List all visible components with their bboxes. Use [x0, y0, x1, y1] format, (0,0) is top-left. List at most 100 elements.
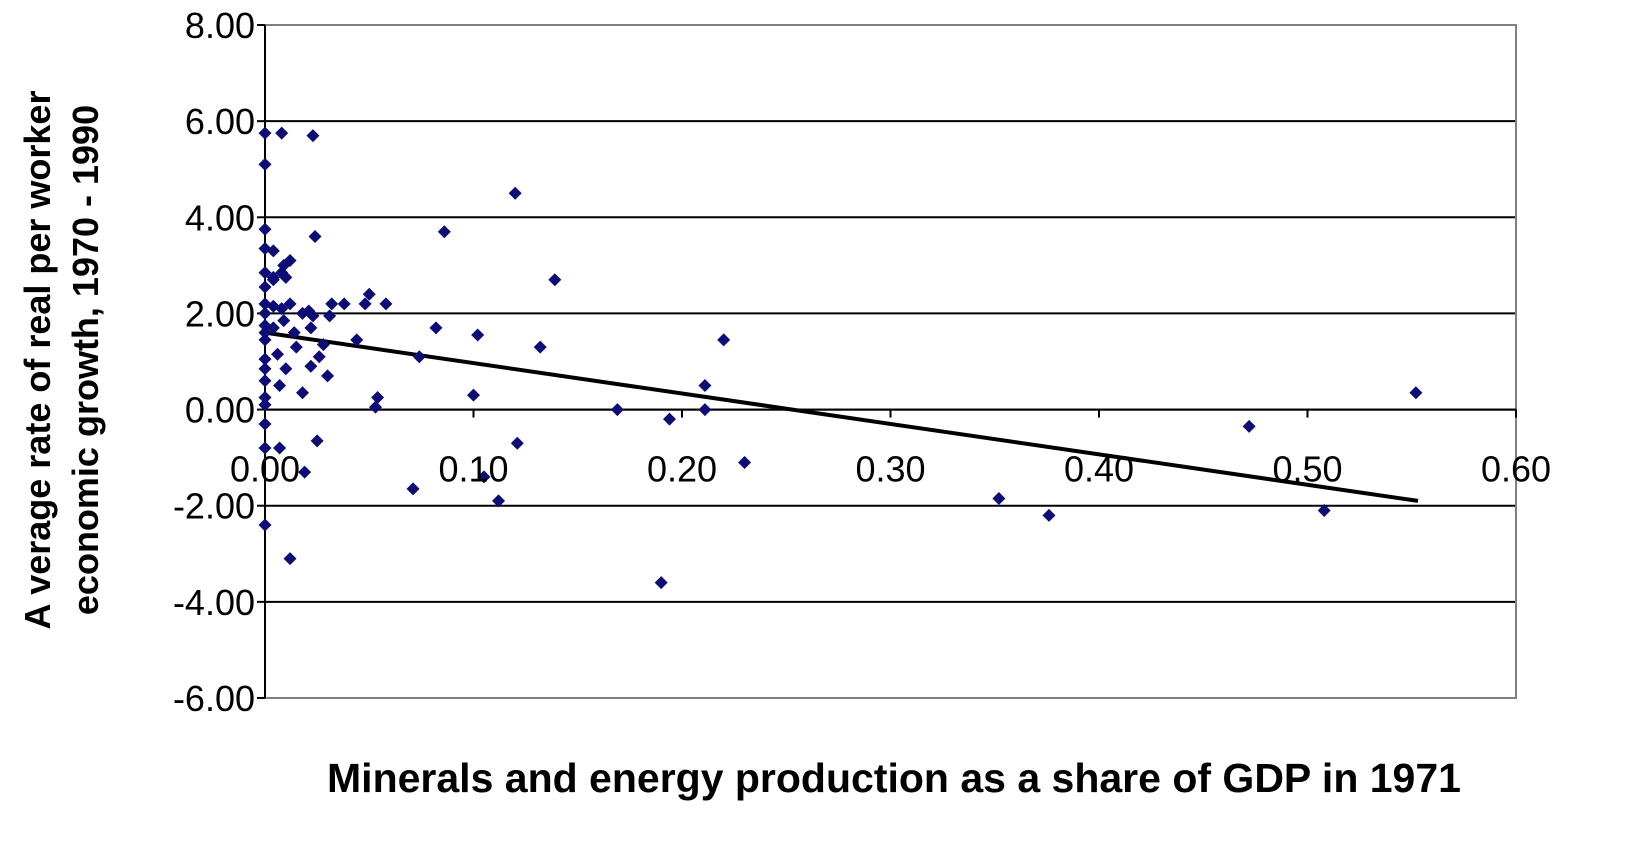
data-point: [304, 359, 318, 373]
data-point: [258, 374, 272, 388]
data-point: [1042, 508, 1056, 522]
data-point: [298, 465, 312, 479]
data-point: [258, 518, 272, 532]
data-point: [275, 302, 289, 316]
data-point: [277, 314, 291, 328]
data-point: [1409, 386, 1423, 400]
data-point: [283, 552, 297, 566]
data-point: [662, 412, 676, 426]
data-point: [548, 273, 562, 287]
data-points: [258, 126, 1423, 590]
data-point: [266, 270, 280, 284]
data-point: [337, 297, 351, 311]
y-axis-title-line-1: A verage rate of real per worker: [17, 91, 58, 630]
data-point: [698, 403, 712, 417]
x-tick-label: 0.60: [1481, 449, 1551, 490]
data-point: [1242, 419, 1256, 433]
data-point: [258, 280, 272, 294]
data-point: [412, 350, 426, 364]
data-point: [258, 306, 272, 320]
data-point: [273, 441, 287, 455]
y-tick-label: -2.00: [173, 486, 255, 527]
data-point: [358, 297, 372, 311]
data-point: [654, 576, 668, 590]
data-point: [275, 126, 289, 140]
y-tick-label: -6.00: [173, 678, 255, 719]
data-point: [508, 186, 522, 200]
y-tick-label: 6.00: [185, 101, 255, 142]
gridlines: [265, 24, 1516, 603]
x-tick-label: 0.50: [1272, 449, 1342, 490]
data-point: [279, 362, 293, 376]
y-tick-labels: 8.00 6.00 4.00 2.00 0.00 -2.00 -4.00 -6.00: [173, 5, 255, 719]
data-point: [371, 391, 385, 405]
data-point: [283, 297, 297, 311]
data-point: [533, 340, 547, 354]
data-point: [510, 436, 524, 450]
data-point: [406, 482, 420, 496]
data-point: [304, 321, 318, 335]
data-point: [717, 333, 731, 347]
data-point: [325, 297, 339, 311]
data-point: [289, 340, 303, 354]
data-point: [258, 352, 272, 366]
data-point: [471, 328, 485, 342]
x-axis-title: Minerals and energy production as a shar…: [327, 755, 1461, 801]
data-point: [316, 338, 330, 352]
data-point: [279, 270, 293, 284]
data-point: [306, 129, 320, 143]
data-point: [258, 326, 272, 340]
y-tick-label: 4.00: [185, 197, 255, 238]
data-point: [429, 321, 443, 335]
data-point: [1317, 504, 1331, 518]
data-point: [258, 266, 272, 280]
data-point: [350, 333, 364, 347]
data-point: [312, 350, 326, 364]
y-axis-title: A verage rate of real per worker economi…: [17, 91, 106, 630]
data-point: [379, 297, 393, 311]
y-tick-label: 2.00: [185, 293, 255, 334]
data-point: [271, 347, 285, 361]
data-point: [321, 369, 335, 383]
data-point: [323, 309, 337, 323]
x-tick-label: 0.00: [230, 449, 300, 490]
data-point: [258, 333, 272, 347]
data-point: [992, 492, 1006, 506]
x-tick-marks: [264, 409, 1517, 418]
y-tick-label: 8.00: [185, 5, 255, 46]
x-tick-label: 0.20: [647, 449, 717, 490]
data-point: [467, 388, 480, 402]
data-point: [283, 254, 297, 268]
trendline-group: [264, 330, 1419, 503]
data-point: [258, 441, 272, 455]
data-point: [738, 455, 752, 469]
data-point: [437, 225, 451, 239]
data-point: [258, 398, 272, 412]
x-tick-label: 0.10: [438, 449, 508, 490]
data-point: [258, 362, 272, 376]
data-point: [610, 403, 624, 417]
data-point: [258, 222, 272, 236]
data-point: [258, 417, 272, 431]
data-point: [477, 470, 491, 484]
data-point: [369, 400, 383, 414]
x-tick-label: 0.30: [855, 449, 925, 490]
data-point: [308, 230, 322, 244]
data-point: [266, 244, 280, 258]
data-point: [273, 379, 287, 393]
data-point: [287, 326, 301, 340]
x-tick-labels: 0.00 0.10 0.20 0.30 0.40 0.50 0.60: [230, 449, 1551, 490]
y-tick-label: 0.00: [185, 390, 255, 431]
y-axis-title-line-2: economic growth, 1970 - 1990: [65, 105, 106, 615]
data-point: [258, 391, 272, 405]
data-point: [698, 379, 712, 393]
data-point: [258, 126, 272, 140]
data-point: [362, 287, 376, 301]
y-tick-label: -4.00: [173, 582, 255, 623]
trendline: [264, 330, 1419, 503]
data-point: [306, 309, 320, 323]
data-point: [310, 434, 324, 448]
data-point: [266, 321, 280, 335]
